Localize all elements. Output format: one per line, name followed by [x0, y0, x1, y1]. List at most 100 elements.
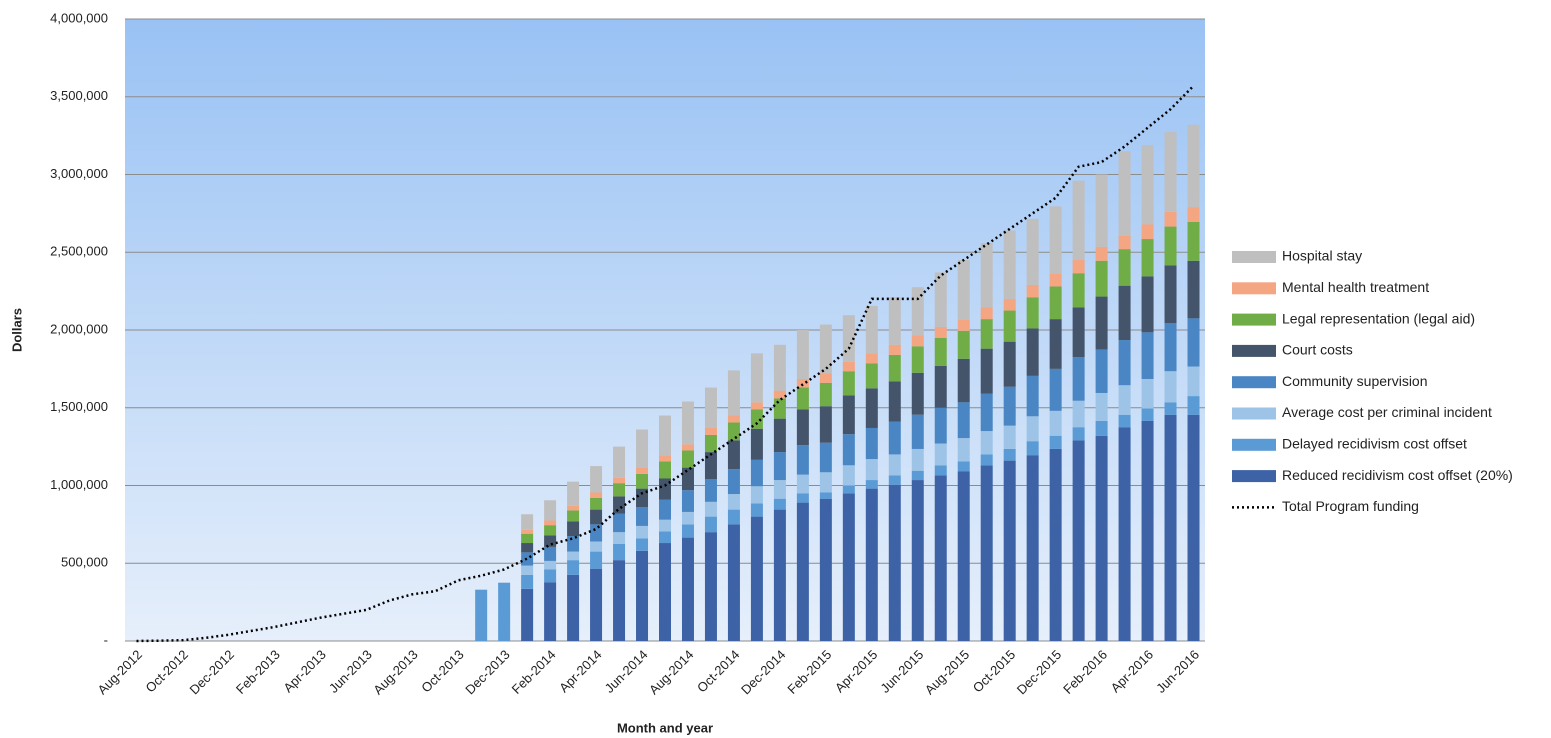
y-tick-label: 4,000,000: [50, 10, 108, 25]
bar-segment: [842, 434, 855, 466]
bar-segment: [1164, 131, 1177, 212]
bar-segment: [888, 354, 901, 382]
x-tick-label: Apr-2015: [832, 647, 880, 695]
bar-segment: [842, 395, 855, 435]
bar-segment: [1164, 265, 1177, 324]
bar-segment: [544, 520, 557, 526]
bar-segment: [681, 490, 694, 512]
bar-segment: [1049, 286, 1062, 320]
legend-swatch: [1232, 407, 1276, 420]
legend-swatch: [1232, 313, 1276, 326]
bar-segment: [681, 511, 694, 525]
x-tick-label: Jun-2016: [1153, 647, 1202, 696]
bar-segment: [819, 442, 832, 473]
x-tick-label: Apr-2016: [1108, 647, 1156, 695]
bar-segment: [934, 443, 947, 466]
bar-segment: [911, 414, 924, 449]
bar-segment: [842, 485, 855, 494]
bar-segment: [934, 337, 947, 366]
bar-segment: [796, 378, 809, 388]
x-tick-label: Feb-2015: [784, 647, 834, 697]
y-tick-label: -: [104, 632, 108, 647]
bar-segment: [1095, 435, 1108, 641]
bar-segment: [1164, 226, 1177, 266]
bar-segment: [911, 470, 924, 481]
bar-segment: [590, 524, 603, 542]
bar-segment: [659, 519, 671, 532]
bar-segment: [681, 401, 694, 445]
bar-segment: [1164, 371, 1177, 403]
x-tick-label: Feb-2013: [233, 647, 283, 697]
bar-segment: [773, 509, 786, 641]
bar-segment: [727, 469, 740, 495]
bar-segment: [980, 307, 993, 320]
bar-segment: [1049, 435, 1062, 449]
bar-segment: [727, 524, 740, 641]
bar-segment: [1026, 416, 1039, 442]
bar-segment: [1164, 211, 1177, 227]
bar-segment: [842, 465, 855, 486]
bar-segment: [888, 344, 901, 355]
bar-segment: [1141, 224, 1154, 240]
bar-segment: [865, 388, 878, 428]
bar-segment: [1187, 124, 1200, 208]
bar-segment: [636, 525, 649, 539]
y-tick-label: 500,000: [61, 555, 108, 570]
legend-label: Total Program funding: [1282, 498, 1419, 514]
bar-segment: [1049, 274, 1062, 287]
x-tick-label: Aug-2012: [95, 647, 145, 697]
bar-segment: [1118, 427, 1131, 641]
bar-segment: [1049, 410, 1062, 436]
bar-segment: [865, 459, 878, 481]
bar-segment: [750, 486, 763, 504]
bar-segment: [957, 358, 970, 403]
bar-segment: [590, 492, 603, 498]
line: [136, 84, 1195, 643]
bar-segment: [613, 446, 626, 478]
bar-segment: [980, 454, 993, 466]
x-tick-label: Apr-2013: [280, 647, 328, 695]
bar-segment: [1187, 221, 1200, 261]
bar-segment: [544, 546, 557, 561]
bar-segment: [727, 509, 740, 525]
legend-swatch: [1232, 344, 1276, 357]
bar-segment: [819, 492, 832, 499]
bar-segment: [980, 242, 993, 308]
bar-segment: [659, 499, 671, 520]
bar-segment: [773, 418, 786, 453]
legend-label: Delayed recidivism cost offset: [1282, 436, 1467, 452]
bar-segment: [773, 498, 786, 510]
bar-segment: [659, 461, 671, 479]
bar-segment: [1026, 375, 1039, 417]
bar-segment: [796, 502, 809, 641]
bar-segment: [1026, 328, 1039, 376]
bar-segment: [1003, 448, 1016, 461]
x-axis-label: Month and year: [617, 720, 713, 735]
bar-segment: [1187, 260, 1200, 319]
bar-segment: [1141, 332, 1154, 379]
bar-segment: [1187, 396, 1200, 415]
bar-segment: [750, 459, 763, 487]
y-tick-label: 1,000,000: [50, 477, 108, 492]
bar-segment: [1118, 285, 1131, 341]
bar-segment: [1003, 460, 1016, 641]
bar-segment: [980, 348, 993, 394]
bar-segment: [911, 372, 924, 415]
x-tick-label: Feb-2016: [1060, 647, 1110, 697]
bar-segment: [1072, 427, 1085, 441]
bar-segment: [865, 353, 878, 364]
y-tick-label: 3,000,000: [50, 166, 108, 181]
bar-segment: [980, 431, 993, 455]
bar-segment: [819, 472, 832, 493]
bar-segment: [1118, 235, 1131, 250]
bar-segment: [521, 529, 534, 534]
bar-segment: [544, 500, 557, 521]
bar-segment: [819, 498, 832, 641]
bar-segment: [865, 305, 878, 354]
bar-segment: [521, 565, 534, 575]
bar-segment: [888, 454, 901, 476]
bar-segment: [1164, 323, 1177, 372]
bar-segment: [613, 513, 626, 533]
bar-segment: [750, 409, 763, 429]
bar-segment: [911, 480, 924, 641]
